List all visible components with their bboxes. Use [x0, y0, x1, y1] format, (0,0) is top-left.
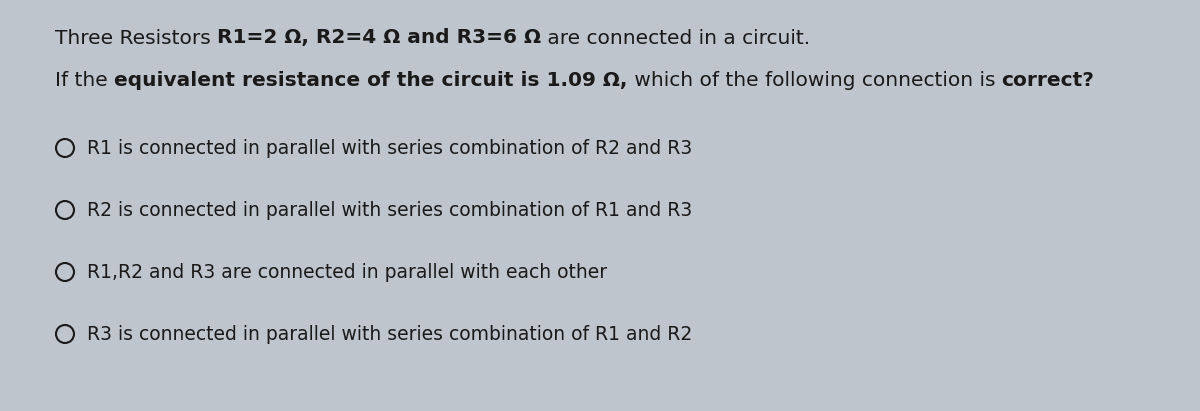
Text: equivalent resistance of the circuit is 1.09 Ω,: equivalent resistance of the circuit is …	[114, 71, 628, 90]
Text: If the: If the	[55, 71, 114, 90]
Text: R2 is connected in parallel with series combination of R1 and R3: R2 is connected in parallel with series …	[88, 201, 692, 219]
Text: correct?: correct?	[1001, 71, 1094, 90]
Text: which of the following connection is: which of the following connection is	[628, 71, 1001, 90]
Text: Three Resistors: Three Resistors	[55, 28, 217, 48]
Text: R1=2 Ω, R2=4 Ω and R3=6 Ω: R1=2 Ω, R2=4 Ω and R3=6 Ω	[217, 28, 541, 48]
Text: R3 is connected in parallel with series combination of R1 and R2: R3 is connected in parallel with series …	[88, 325, 692, 344]
Text: are connected in a circuit.: are connected in a circuit.	[541, 28, 810, 48]
Text: R1 is connected in parallel with series combination of R2 and R3: R1 is connected in parallel with series …	[88, 139, 692, 157]
Text: R1,R2 and R3 are connected in parallel with each other: R1,R2 and R3 are connected in parallel w…	[88, 263, 607, 282]
